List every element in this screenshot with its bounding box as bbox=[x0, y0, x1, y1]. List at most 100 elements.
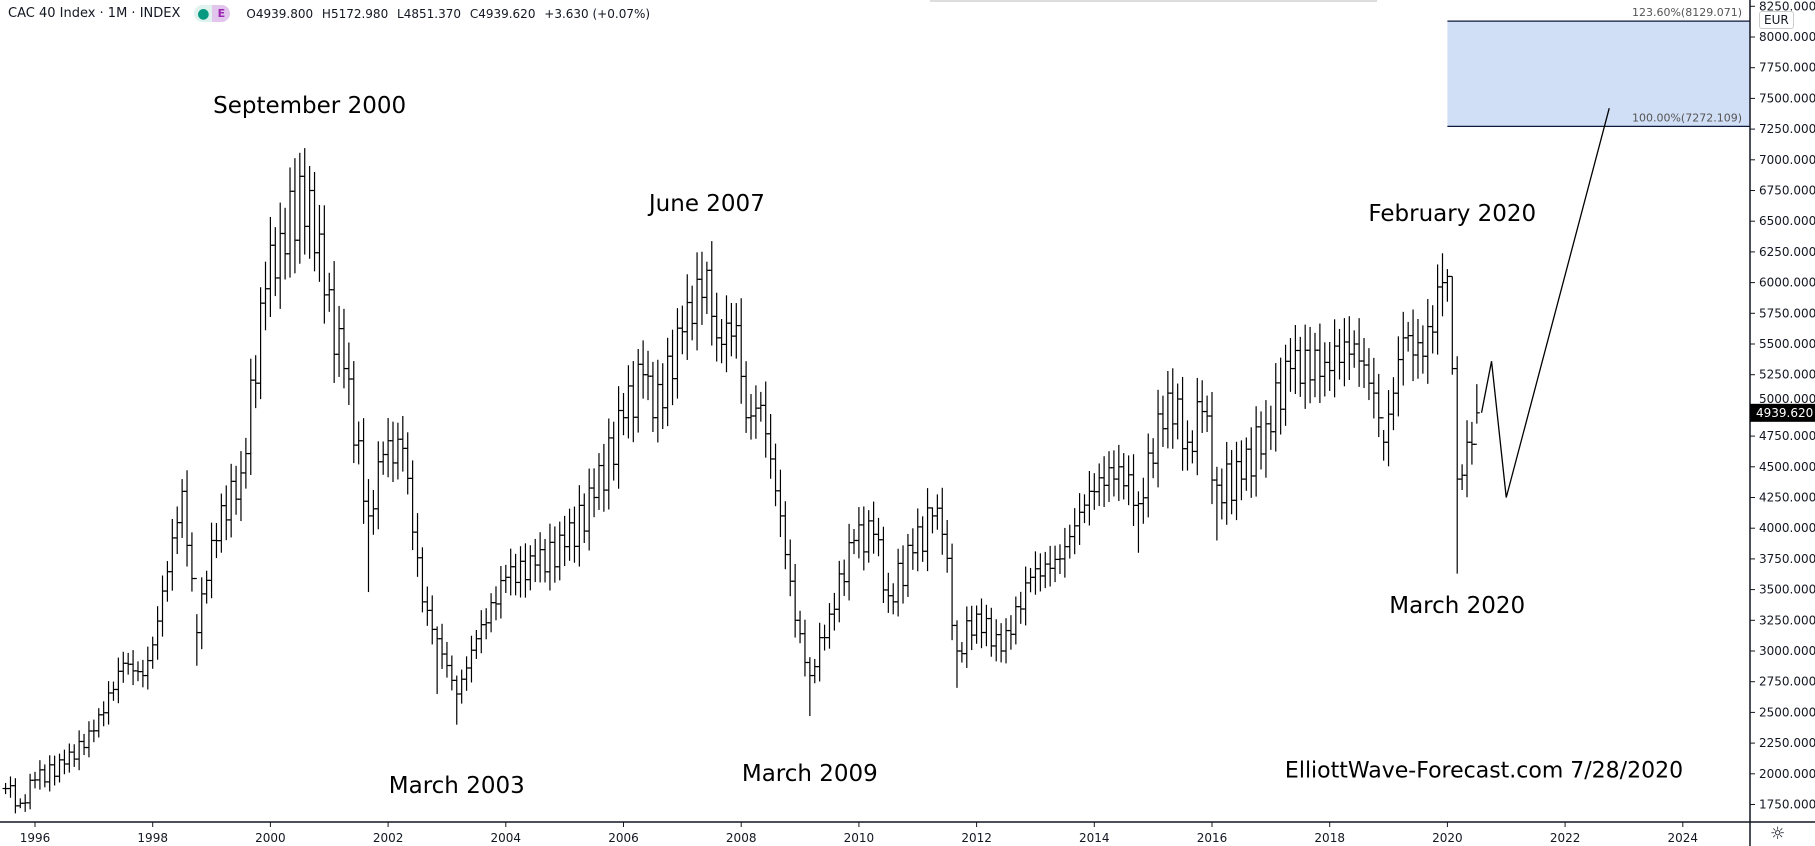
ohlc-bar bbox=[419, 547, 426, 613]
status-pill[interactable]: ● E bbox=[194, 5, 231, 22]
ohlc-bar bbox=[439, 623, 446, 669]
ohlc-bar bbox=[282, 207, 289, 280]
ohlc-bar bbox=[291, 158, 298, 274]
ohlc-bar bbox=[591, 468, 598, 518]
time-tick-label: 1998 bbox=[137, 831, 168, 845]
ohlc-bar bbox=[1003, 618, 1010, 664]
ohlc-bar bbox=[1267, 405, 1274, 450]
ohlc-bar bbox=[1199, 380, 1206, 433]
ohlc-bar bbox=[527, 545, 534, 591]
ohlc-bar bbox=[100, 701, 107, 727]
ohlc-bar bbox=[571, 506, 578, 563]
ohlc-bar bbox=[1311, 332, 1318, 398]
price-tick-label: 5250.000 bbox=[1759, 368, 1815, 382]
currency-button[interactable]: EUR bbox=[1759, 11, 1794, 29]
ohlc-bar bbox=[1159, 395, 1166, 447]
ohlc-bar bbox=[71, 744, 78, 767]
ohlc-bar bbox=[1282, 344, 1289, 426]
ohlc-bar bbox=[404, 432, 411, 495]
top-panel-edge bbox=[930, 0, 1377, 2]
ohlc-bar bbox=[345, 342, 352, 406]
ohlc-bar bbox=[792, 563, 799, 638]
ohlc-bar bbox=[698, 251, 705, 325]
ohlc-bar bbox=[1150, 438, 1157, 479]
ohlc-bar bbox=[434, 626, 441, 694]
ohlc-bar bbox=[1307, 326, 1314, 404]
ohlc-bar bbox=[316, 204, 323, 282]
ohlc-bar bbox=[1209, 391, 1215, 505]
ohlc-bar bbox=[743, 361, 750, 433]
ohlc-bar bbox=[1400, 311, 1407, 386]
ohlc-bar bbox=[674, 308, 681, 399]
ohlc-bar bbox=[1130, 454, 1137, 526]
ohlc-bar bbox=[1071, 508, 1078, 555]
open-value: O4939.800 bbox=[246, 6, 314, 21]
ohlc-bar bbox=[414, 513, 421, 577]
ohlc-bar bbox=[262, 261, 269, 331]
ohlc-bar bbox=[502, 564, 509, 594]
price-tick-label: 4500.000 bbox=[1759, 460, 1815, 474]
ohlc-bar bbox=[1346, 316, 1353, 380]
price-tick-label: 5750.000 bbox=[1759, 306, 1815, 320]
ohlc-bar bbox=[1341, 318, 1348, 387]
price-tick-label: 5000.000 bbox=[1759, 392, 1815, 406]
ohlc-bar bbox=[139, 659, 146, 688]
gear-icon[interactable]: ☼ bbox=[1770, 824, 1786, 844]
ohlc-bar bbox=[556, 521, 563, 581]
ohlc-bar bbox=[703, 261, 710, 315]
ohlc-bar bbox=[331, 261, 338, 383]
price-tick-label: 5500.000 bbox=[1759, 337, 1815, 351]
ohlc-bar bbox=[149, 636, 156, 669]
ohlc-bar bbox=[797, 610, 804, 644]
ohlc-bar bbox=[272, 227, 279, 297]
ohlc-bar bbox=[1439, 253, 1446, 317]
ohlc-bar bbox=[1076, 493, 1083, 545]
ohlc-bar bbox=[694, 252, 701, 351]
ohlc-bar bbox=[164, 561, 171, 602]
ohlc-bar bbox=[846, 523, 853, 601]
ohlc-bar bbox=[880, 526, 887, 603]
ohlc-bar bbox=[453, 675, 460, 725]
ohlc-bar bbox=[831, 592, 838, 631]
ohlc-bar bbox=[1375, 373, 1382, 438]
price-tick-label: 7250.000 bbox=[1759, 122, 1815, 136]
ohlc-bar bbox=[36, 760, 43, 790]
ohlc-bar bbox=[12, 778, 19, 814]
ohlc-bar bbox=[1086, 470, 1093, 526]
ohlc-bar bbox=[993, 619, 1000, 662]
ohlc-bar bbox=[336, 305, 343, 377]
ohlc-bar bbox=[787, 539, 794, 597]
fib-level-label: 123.60%(8129.071) bbox=[1632, 6, 1742, 19]
ohlc-bar bbox=[649, 361, 656, 433]
ohlc-bar bbox=[855, 507, 862, 559]
annotation-label: June 2007 bbox=[648, 191, 765, 217]
ohlc-bar bbox=[458, 669, 465, 704]
ohlc-bar bbox=[1169, 368, 1176, 449]
symbol-title[interactable]: CAC 40 Index · 1M · INDEX bbox=[8, 6, 181, 21]
projection-path bbox=[1480, 108, 1610, 498]
ohlc-bar bbox=[478, 610, 485, 654]
ohlc-bar bbox=[27, 773, 34, 810]
ohlc-bar bbox=[365, 479, 372, 593]
ohlc-bar bbox=[443, 641, 450, 678]
ohlc-bar bbox=[635, 348, 642, 433]
ohlc-bar bbox=[983, 604, 990, 647]
ohlc-bar bbox=[169, 518, 176, 591]
ohlc-bar bbox=[850, 528, 857, 555]
annotation-label: March 2020 bbox=[1389, 592, 1526, 619]
ohlc-bar bbox=[399, 416, 406, 472]
ohlc-bar bbox=[586, 468, 593, 551]
ohlc-bar bbox=[51, 755, 58, 786]
ohlc-bar bbox=[429, 595, 436, 645]
ohlc-bar bbox=[1047, 545, 1054, 587]
ohlc-bar bbox=[237, 451, 244, 522]
ohlc-bar bbox=[380, 441, 387, 475]
last-price-badge bbox=[1750, 403, 1815, 422]
ohlc-bar bbox=[76, 730, 83, 771]
time-tick-label: 2024 bbox=[1668, 831, 1699, 845]
ohlc-bar bbox=[1331, 319, 1338, 398]
ohlc-bar bbox=[1449, 275, 1456, 375]
annotation-label: February 2020 bbox=[1368, 200, 1537, 227]
ohlc-bar bbox=[919, 516, 926, 562]
